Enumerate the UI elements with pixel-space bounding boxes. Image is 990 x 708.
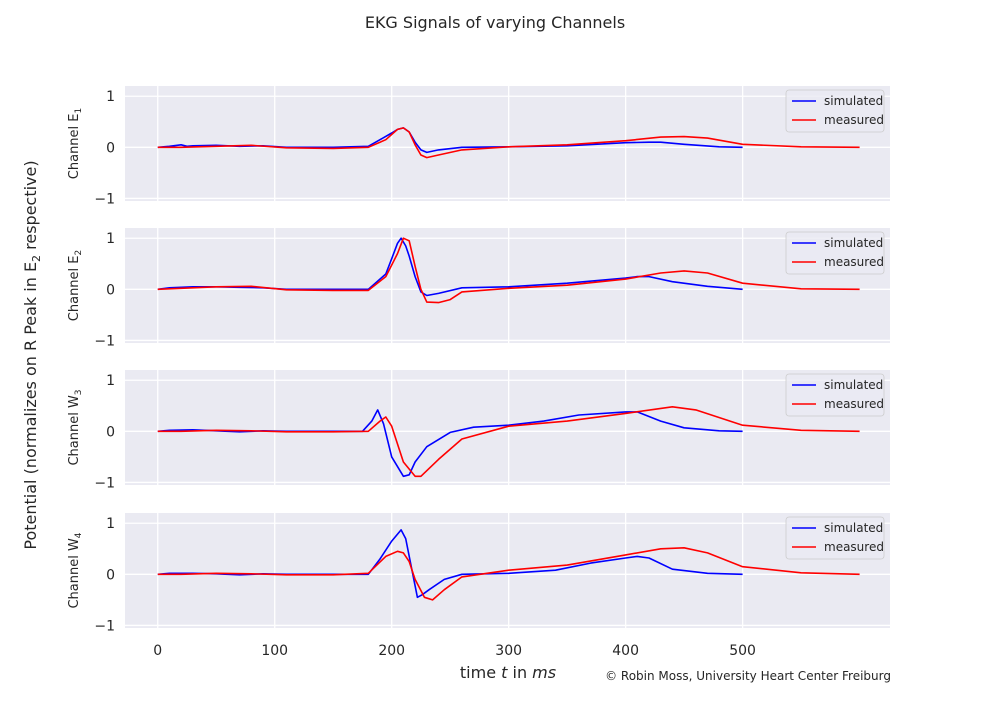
x-tick-label: 0: [153, 643, 162, 659]
x-tick-label: 100: [261, 643, 288, 659]
y-tick-label: 1: [106, 516, 115, 532]
x-axis: 0 100 200 300 400 500: [153, 643, 756, 659]
subplot-4: −1 0 1 Channel W4 simulated measured: [67, 513, 890, 634]
y-tick-label: 0: [106, 282, 115, 298]
x-axis-label: time t in ms: [460, 663, 556, 682]
x-tick-label: 500: [729, 643, 756, 659]
subplot-ylabel: Channel W3: [67, 389, 84, 465]
series-line-measured: [157, 547, 860, 601]
series-line-measured: [157, 406, 860, 478]
legend-label-simulated: simulated: [824, 236, 883, 250]
legend: simulated measured: [785, 516, 885, 560]
figure-title: EKG Signals of varying Channels: [365, 13, 625, 32]
legend-label-measured: measured: [824, 255, 884, 269]
legend: simulated measured: [785, 231, 885, 275]
y-tick-label: 0: [106, 567, 115, 583]
subplot-ylabel: Channel E1: [67, 108, 84, 179]
subplots: −1 0 1 Channel E1 simulated measured −1 0 1 Chann…: [67, 86, 890, 634]
y-tick-label: −1: [94, 475, 115, 491]
subplot-ylabel: Channel W4: [67, 532, 84, 608]
legend-label-measured: measured: [824, 113, 884, 127]
subplot-3: −1 0 1 Channel W3 simulated measured: [67, 370, 890, 491]
credit-text: © Robin Moss, University Heart Center Fr…: [605, 669, 891, 683]
legend-label-measured: measured: [824, 397, 884, 411]
legend-label-measured: measured: [824, 540, 884, 554]
y-tick-label: −1: [94, 618, 115, 634]
plot-area: [125, 228, 890, 343]
y-tick-label: 1: [106, 231, 115, 247]
series-line-measured: [157, 127, 860, 159]
legend-label-simulated: simulated: [824, 378, 883, 392]
legend: simulated measured: [785, 89, 885, 133]
x-tick-label: 300: [495, 643, 522, 659]
y-tick-label: 1: [106, 89, 115, 105]
legend-label-simulated: simulated: [824, 521, 883, 535]
subplot-2: −1 0 1 Channel E2 simulated measured: [67, 228, 890, 349]
main-ylabel: Potential (normalizes on R Peak in E2 re…: [21, 160, 43, 549]
subplot-ylabel: Channel E2: [67, 250, 84, 321]
plot-area: [125, 86, 890, 201]
y-tick-label: 0: [106, 424, 115, 440]
legend-label-simulated: simulated: [824, 94, 883, 108]
series-line-measured: [157, 237, 860, 304]
y-tick-label: −1: [94, 191, 115, 207]
legend: simulated measured: [785, 373, 885, 417]
x-tick-label: 200: [378, 643, 405, 659]
y-tick-label: 1: [106, 373, 115, 389]
y-tick-label: 0: [106, 140, 115, 156]
subplot-1: −1 0 1 Channel E1 simulated measured: [67, 86, 890, 207]
x-tick-label: 400: [612, 643, 639, 659]
y-tick-label: −1: [94, 333, 115, 349]
